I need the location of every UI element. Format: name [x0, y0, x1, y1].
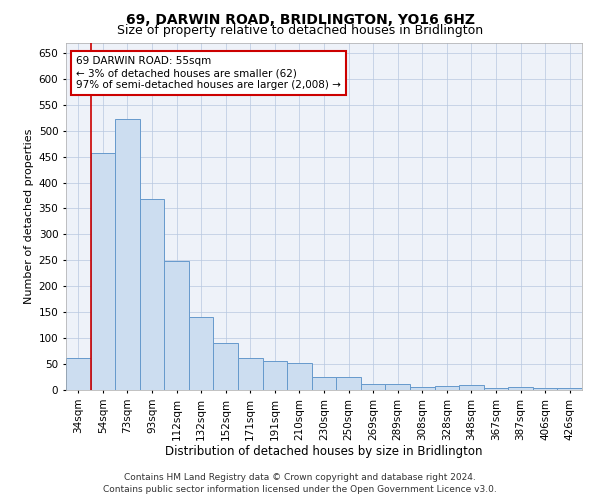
- Bar: [434, 386, 459, 390]
- Bar: [164, 262, 189, 390]
- Bar: [263, 361, 287, 390]
- Bar: [115, 120, 140, 390]
- Bar: [238, 358, 263, 390]
- Bar: [410, 387, 434, 390]
- Bar: [312, 377, 336, 390]
- Bar: [459, 386, 484, 390]
- Text: 69, DARWIN ROAD, BRIDLINGTON, YO16 6HZ: 69, DARWIN ROAD, BRIDLINGTON, YO16 6HZ: [125, 12, 475, 26]
- Text: Size of property relative to detached houses in Bridlington: Size of property relative to detached ho…: [117, 24, 483, 37]
- Bar: [484, 388, 508, 390]
- Bar: [557, 388, 582, 390]
- Bar: [385, 384, 410, 390]
- Text: 69 DARWIN ROAD: 55sqm
← 3% of detached houses are smaller (62)
97% of semi-detac: 69 DARWIN ROAD: 55sqm ← 3% of detached h…: [76, 56, 341, 90]
- Y-axis label: Number of detached properties: Number of detached properties: [25, 128, 34, 304]
- Bar: [91, 153, 115, 390]
- Text: Contains HM Land Registry data © Crown copyright and database right 2024.
Contai: Contains HM Land Registry data © Crown c…: [103, 472, 497, 494]
- X-axis label: Distribution of detached houses by size in Bridlington: Distribution of detached houses by size …: [165, 446, 483, 458]
- Bar: [140, 199, 164, 390]
- Bar: [533, 388, 557, 390]
- Bar: [287, 362, 312, 390]
- Bar: [189, 318, 214, 390]
- Bar: [336, 377, 361, 390]
- Bar: [361, 384, 385, 390]
- Bar: [508, 388, 533, 390]
- Bar: [66, 358, 91, 390]
- Bar: [214, 344, 238, 390]
